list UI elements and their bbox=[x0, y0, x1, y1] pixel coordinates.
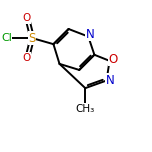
Text: O: O bbox=[22, 53, 30, 63]
Text: S: S bbox=[29, 32, 36, 45]
Text: Cl: Cl bbox=[1, 33, 12, 43]
Text: O: O bbox=[109, 53, 118, 66]
Text: O: O bbox=[22, 13, 30, 23]
Text: N: N bbox=[85, 28, 94, 41]
Text: CH₃: CH₃ bbox=[76, 104, 95, 114]
Text: N: N bbox=[106, 74, 115, 87]
